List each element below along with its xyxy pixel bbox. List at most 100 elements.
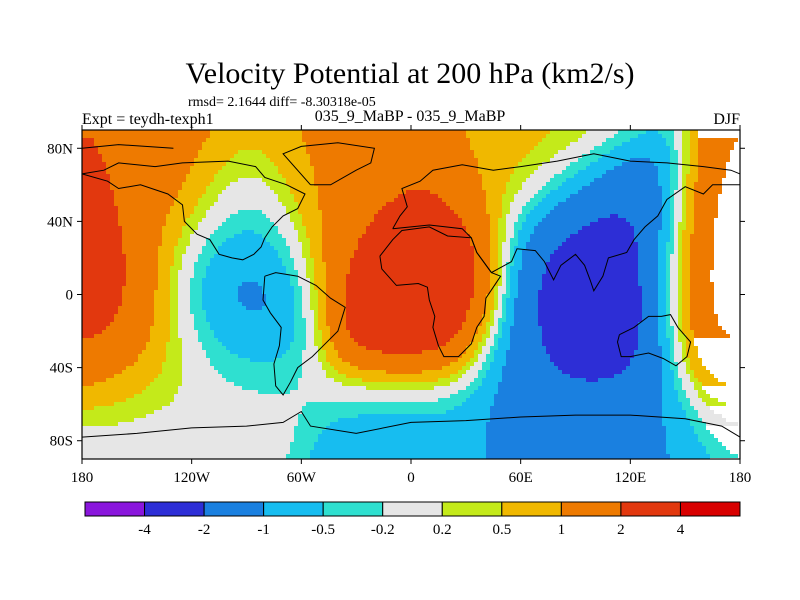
contour-cell [526, 242, 562, 246]
contour-cell [270, 158, 310, 162]
contour-cell [174, 258, 182, 262]
contour-cell [570, 234, 634, 238]
contour-cell [82, 362, 134, 366]
contour-cell [498, 322, 502, 326]
colorbar: -4 -2 -1 -0.5 -0.2 0.2 0.5 1 2 4 [84, 501, 741, 538]
contour-cell [498, 386, 662, 390]
contour-cell [682, 358, 690, 362]
contour-cell [682, 234, 690, 238]
contour-cell [550, 210, 662, 214]
contour-cell [514, 298, 538, 302]
contour-cell [114, 202, 174, 206]
contour-cell [350, 258, 474, 262]
contour-cell [658, 298, 666, 302]
contour-cell [322, 230, 366, 234]
x-tick-label: 120E [614, 470, 646, 486]
contour-cell [546, 214, 610, 218]
contour-cell [490, 242, 498, 246]
contour-cell [174, 254, 182, 258]
contour-cell [658, 322, 666, 326]
contour-cell [158, 374, 182, 378]
contour-cell [498, 306, 502, 310]
colorbar-label: -2 [198, 522, 211, 538]
contour-cell [674, 214, 682, 218]
contour-cell [422, 370, 458, 374]
contour-cell [486, 438, 666, 442]
contour-cell [326, 262, 350, 266]
x-tick-label: 180 [729, 470, 752, 486]
contour-cell [326, 310, 346, 314]
contour-cell [294, 326, 306, 330]
contour-cell [294, 226, 306, 230]
contour-cell [334, 366, 358, 370]
contour-cell [314, 442, 486, 446]
contour-cell [678, 150, 682, 154]
contour-cell [502, 262, 506, 266]
contour-cell [534, 226, 582, 230]
contour-cell [318, 290, 326, 294]
contour-cell [234, 234, 262, 238]
contour-cell [446, 342, 470, 346]
contour-cell [82, 134, 210, 138]
contour-cell [690, 278, 710, 282]
contour-cell [158, 266, 170, 270]
contour-cell [690, 250, 714, 254]
contour-cell [682, 258, 690, 262]
contour-cell [698, 174, 726, 178]
contour-cell [474, 350, 482, 354]
contour-cell [658, 270, 666, 274]
contour-cell [666, 450, 706, 454]
contour-cell [670, 218, 674, 222]
contour-cell [698, 154, 730, 158]
contour-cell [538, 166, 566, 170]
contour-cell [262, 286, 294, 290]
contour-cell [690, 398, 702, 402]
contour-cell [198, 338, 218, 342]
contour-cell [558, 186, 582, 190]
contour-cell [202, 342, 222, 346]
contour-cell [662, 134, 674, 138]
contour-cell [178, 238, 190, 242]
contour-cell [682, 242, 690, 246]
contour-cell [682, 218, 686, 222]
contour-cell [682, 138, 690, 142]
contour-cell [690, 262, 714, 266]
contour-cell [182, 186, 206, 190]
contour-cell [538, 318, 642, 322]
contour-cell [506, 318, 514, 322]
contour-cell [318, 306, 326, 310]
contour-cell [642, 290, 658, 294]
contour-cell [542, 338, 638, 342]
contour-cell [330, 338, 354, 342]
contour-cell [682, 146, 690, 150]
contour-cell [698, 390, 706, 394]
contour-cell [666, 326, 674, 330]
contour-cell [262, 234, 282, 238]
contour-cell [330, 334, 350, 338]
contour-cell [682, 262, 690, 266]
contour-cell [638, 262, 658, 266]
contour-cell [82, 398, 126, 402]
contour-cell [502, 366, 558, 370]
contour-cell [698, 162, 726, 166]
contour-cell [682, 206, 686, 210]
contour-cell [510, 250, 514, 254]
contour-cell [498, 262, 502, 266]
contour-cell [602, 154, 670, 158]
contour-cell [478, 330, 486, 334]
contour-cell [82, 430, 294, 434]
contour-cell [494, 394, 662, 398]
contour-cell [510, 274, 518, 278]
contour-cell [314, 266, 326, 270]
contour-cell [202, 218, 226, 222]
contour-cell [170, 330, 178, 334]
contour-cell [570, 142, 602, 146]
contour-cell [550, 258, 638, 262]
contour-cell [162, 230, 182, 234]
contour-cell [294, 334, 306, 338]
contour-cell [194, 318, 206, 322]
contour-cell [662, 422, 690, 426]
contour-cell [318, 186, 482, 190]
contour-cell [118, 214, 166, 218]
contour-cell [278, 254, 290, 258]
